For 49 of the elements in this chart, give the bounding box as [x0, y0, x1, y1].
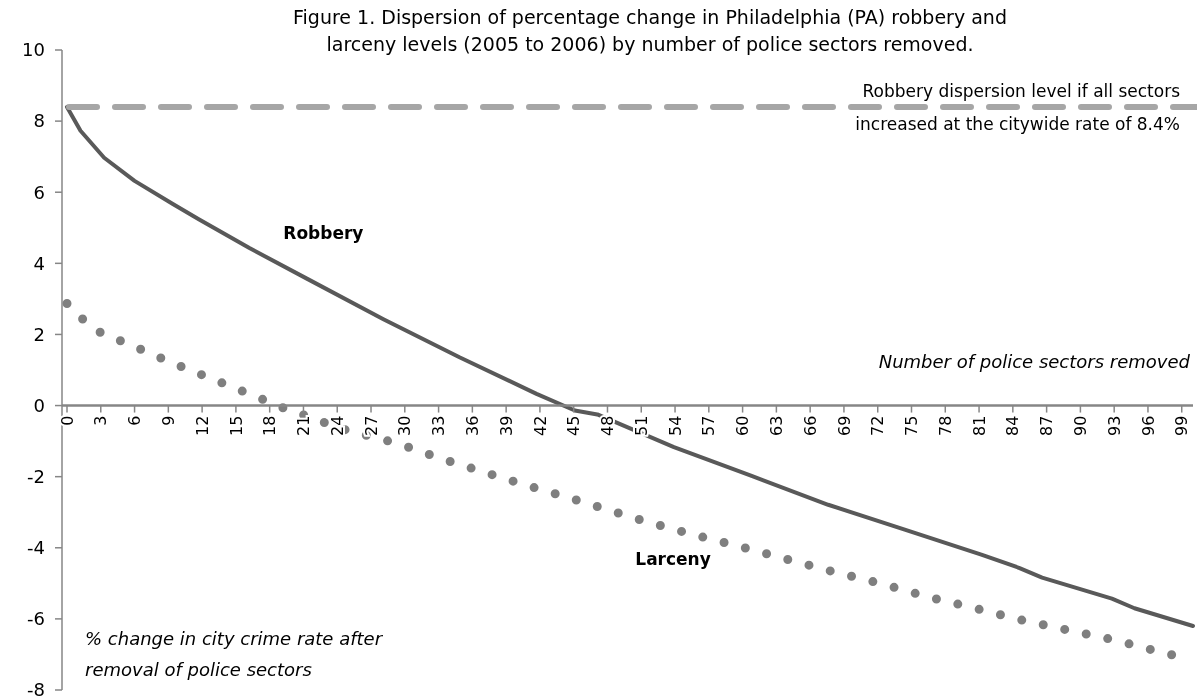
x-tick-label: 42 — [530, 415, 550, 436]
x-tick-label: 63 — [766, 415, 786, 436]
x-tick-label: 6 — [125, 415, 145, 426]
x-tick-label: 51 — [631, 415, 651, 436]
y-tick-label: 6 — [33, 181, 45, 203]
x-tick-label: 99 — [1172, 415, 1192, 436]
x-tick-label: 48 — [598, 415, 618, 436]
x-tick-label: 93 — [1104, 415, 1124, 436]
x-tick-label: 24 — [327, 415, 347, 436]
x-tick-label: 39 — [496, 415, 516, 436]
x-tick-label: 9 — [158, 415, 178, 426]
x-tick-label: 18 — [260, 415, 280, 436]
y-tick-label: 10 — [22, 39, 45, 61]
x-tick-label: 27 — [361, 415, 381, 436]
x-tick-label: 78 — [935, 415, 955, 436]
x-tick-label: 66 — [800, 415, 820, 436]
x-tick-label: 0 — [57, 415, 77, 426]
x-tick-label: 90 — [1071, 415, 1090, 436]
x-tick-label: 12 — [192, 415, 212, 436]
ref-line-label: Robbery dispersion level if all sectors increased at the citywide rate of 8.4% — [855, 80, 1181, 134]
x-tick-label: 81 — [969, 415, 989, 436]
x-tick-label: 84 — [1003, 415, 1023, 436]
y-tick-label: -6 — [27, 608, 45, 630]
x-tick-label: 33 — [429, 415, 449, 436]
x-tick-label: 15 — [226, 415, 246, 436]
x-tick-label: 60 — [733, 415, 753, 436]
x-tick-label: 57 — [699, 415, 719, 436]
y-tick-label: -8 — [27, 679, 45, 698]
x-tick-label: 72 — [868, 415, 888, 436]
y-tick-label: 8 — [33, 110, 45, 132]
y-axis-title: % change in city crime rate after removal of police sectors — [85, 628, 384, 680]
x-tick-label: 87 — [1037, 415, 1057, 436]
x-tick-label: 69 — [834, 415, 854, 436]
y-tick-label: 2 — [33, 323, 45, 345]
x-tick-label: 3 — [91, 415, 111, 426]
y-tick-label: -2 — [27, 465, 45, 487]
x-tick-label: 21 — [294, 415, 314, 436]
series-label: Robbery — [283, 223, 364, 244]
y-tick-label: -4 — [27, 537, 45, 559]
x-tick-label: 30 — [395, 415, 415, 436]
x-tick-label: 45 — [564, 415, 584, 436]
y-tick-label: 4 — [33, 252, 45, 274]
x-axis-title: Number of police sectors removed — [878, 350, 1191, 372]
x-tick-label: 36 — [462, 415, 482, 436]
x-tick-label: 75 — [902, 415, 922, 436]
chart-title: Figure 1. Dispersion of percentage change in Philadelphia (PA) robbery and larceny levels (2005 to 2006) by number of police sectors removed. — [293, 6, 1007, 55]
x-tick-label: 54 — [665, 415, 685, 436]
x-tick-label: 96 — [1138, 415, 1158, 436]
series-label: Larceny — [635, 548, 711, 569]
